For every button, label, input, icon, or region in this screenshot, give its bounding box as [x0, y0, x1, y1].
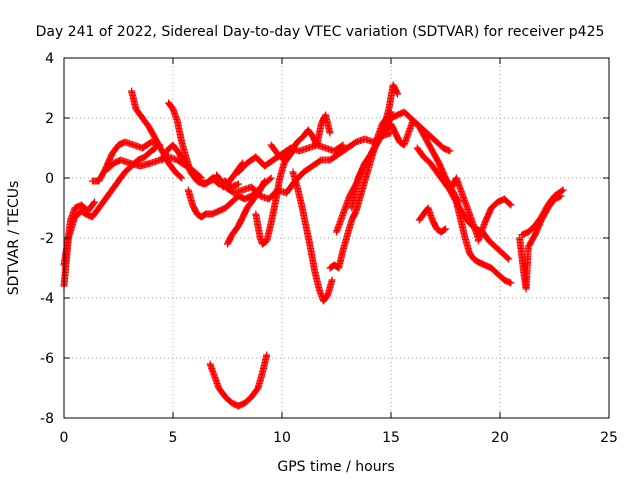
series-markers: [128, 87, 186, 182]
series-markers: [415, 204, 449, 236]
y-tick-label: -2: [40, 231, 54, 247]
y-tick-label: 0: [45, 171, 54, 187]
x-tick-label: 25: [600, 430, 618, 446]
series-markers: [289, 168, 336, 305]
y-tick-label: -6: [40, 351, 54, 367]
series-markers: [516, 192, 565, 293]
series-markers: [158, 141, 242, 191]
series-track-24: [474, 195, 515, 245]
y-tick-label: 2: [45, 111, 54, 127]
series-markers: [267, 111, 334, 164]
x-tick-label: 20: [491, 430, 509, 446]
series-track-07: [158, 141, 242, 191]
series-markers: [448, 174, 482, 242]
grid-lines: [64, 58, 609, 418]
y-axis-label: SDTVAR / TECUs: [6, 181, 22, 296]
x-axis-label: GPS time / hours: [277, 459, 394, 475]
series-markers: [206, 351, 271, 410]
series-track-05: [128, 87, 186, 182]
series-track-21: [415, 204, 449, 236]
series-track-22: [452, 198, 515, 287]
x-tick-label: 0: [60, 430, 69, 446]
y-tick-label: -8: [40, 411, 54, 427]
x-tick-label: 10: [273, 430, 291, 446]
data-points: [60, 81, 567, 410]
series-track-14: [267, 111, 334, 164]
series-track-15: [289, 168, 336, 305]
series-track-09: [206, 351, 271, 410]
x-tick-label: 15: [382, 430, 400, 446]
series-track-26: [518, 186, 567, 239]
axis-ticks: 0 5 10 15 20 25 -8 -6 -4 -2 0 2 4: [40, 51, 618, 446]
series-track-25: [516, 192, 565, 293]
x-tick-label: 5: [169, 430, 178, 446]
chart-title: Day 241 of 2022, Sidereal Day-to-day VTE…: [36, 24, 605, 40]
y-tick-label: -4: [40, 291, 54, 307]
series-markers: [452, 198, 515, 287]
y-tick-label: 4: [45, 51, 54, 67]
series-track-23: [448, 174, 482, 242]
series-markers: [474, 195, 515, 245]
series-markers: [518, 186, 567, 239]
